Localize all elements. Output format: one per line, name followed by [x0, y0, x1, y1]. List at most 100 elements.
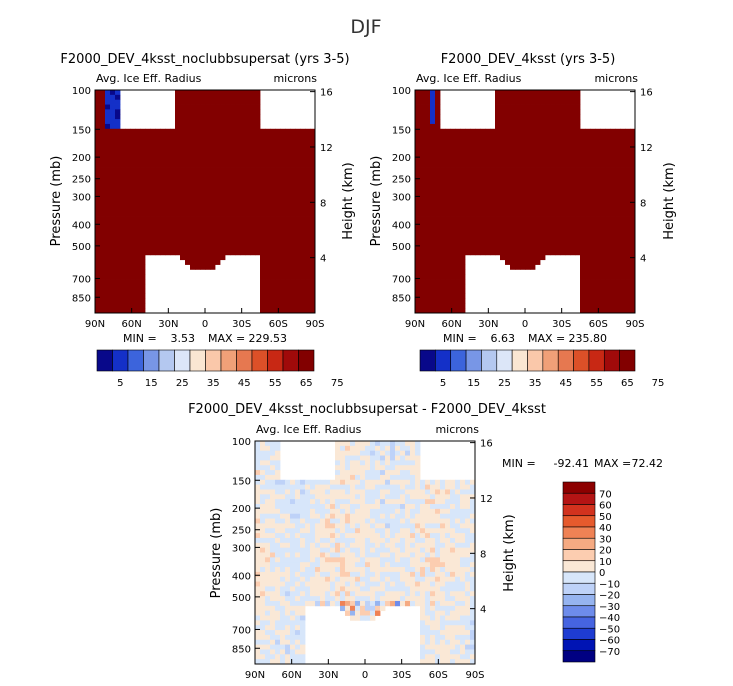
field-cell [390, 591, 396, 597]
field-cell [415, 537, 421, 544]
field-cell [365, 571, 371, 578]
field-cell [120, 186, 126, 193]
field-cell [610, 220, 616, 227]
field-cell [455, 128, 461, 135]
field-cell [410, 523, 416, 529]
field-cell [150, 225, 156, 231]
field-cell [285, 138, 291, 144]
field-cell [470, 489, 476, 495]
field-cell [275, 450, 281, 456]
field-cell [425, 596, 431, 602]
field-cell [370, 484, 376, 490]
field-cell [435, 596, 441, 602]
field-cell [540, 133, 546, 139]
field-cell [545, 138, 551, 144]
field-cell [270, 489, 276, 495]
field-cell [380, 523, 386, 529]
field-cell [625, 167, 631, 173]
field-cell [420, 293, 426, 299]
field-cell [120, 128, 126, 135]
field-cell [610, 245, 616, 251]
field-cell [500, 109, 506, 115]
field-cell [280, 562, 286, 568]
field-cell [265, 547, 271, 553]
field-cell [150, 153, 156, 159]
field-cell [370, 600, 376, 607]
field-cell [415, 293, 421, 299]
field-cell [600, 288, 606, 295]
field-cell [295, 533, 301, 539]
field-cell [165, 167, 171, 173]
field-cell [355, 445, 361, 452]
field-cell [115, 119, 121, 125]
field-cell [455, 596, 461, 602]
colorbar-swatch [112, 349, 129, 372]
field-cell [215, 245, 221, 251]
field-cell [615, 264, 621, 270]
field-cell [295, 216, 301, 222]
field-cell [375, 518, 381, 524]
field-cell [505, 259, 511, 265]
field-cell [235, 162, 241, 168]
field-cell [220, 119, 226, 125]
field-cell [260, 600, 266, 607]
field-cell [500, 172, 506, 178]
field-cell [460, 567, 466, 573]
field-cell [440, 182, 446, 188]
field-cell [420, 634, 426, 641]
field-cell [340, 489, 346, 495]
field-cell [505, 211, 511, 217]
y2-tick-label: 8 [320, 198, 326, 209]
field-cell [290, 499, 296, 505]
field-cell [340, 441, 346, 447]
field-cell [555, 104, 561, 110]
field-cell [355, 450, 361, 456]
field-cell [320, 567, 326, 573]
field-cell [305, 567, 311, 573]
field-cell [285, 283, 291, 290]
field-cell [115, 225, 121, 231]
field-cell [470, 240, 476, 246]
y-tick-label: 500 [392, 242, 411, 253]
field-cell [490, 138, 496, 144]
field-cell [140, 191, 146, 198]
field-cell [395, 596, 401, 602]
field-cell [270, 600, 276, 607]
field-cell [435, 104, 441, 110]
field-cell [230, 90, 236, 96]
field-cell [570, 114, 576, 120]
field-cell [105, 162, 111, 168]
field-cell [285, 225, 291, 231]
field-cell [555, 225, 561, 231]
field-cell [175, 230, 181, 236]
field-cell [205, 90, 211, 96]
field-cell [495, 162, 501, 168]
field-cell [620, 138, 626, 144]
field-cell [355, 615, 361, 621]
field-cell [275, 308, 281, 314]
field-cell [410, 552, 416, 558]
field-cell [130, 279, 136, 285]
field-cell [190, 211, 196, 217]
field-cell [290, 523, 296, 529]
field-cell [215, 206, 221, 212]
field-cell [470, 644, 476, 650]
field-cell [295, 610, 301, 616]
field-cell [275, 465, 281, 471]
field-cell [100, 153, 106, 159]
field-cell [450, 143, 456, 149]
field-cell [420, 206, 426, 212]
field-cell [350, 600, 356, 607]
field-cell [310, 298, 316, 304]
field-cell [450, 591, 456, 597]
field-cell [415, 225, 421, 231]
field-cell [630, 230, 636, 236]
field-cell [110, 235, 116, 241]
field-cell [170, 206, 176, 212]
field-cell [425, 182, 431, 188]
field-cell [455, 489, 461, 495]
field-cell [150, 240, 156, 246]
field-cell [500, 114, 506, 120]
field-cell [295, 303, 301, 309]
field-cell [430, 293, 436, 299]
